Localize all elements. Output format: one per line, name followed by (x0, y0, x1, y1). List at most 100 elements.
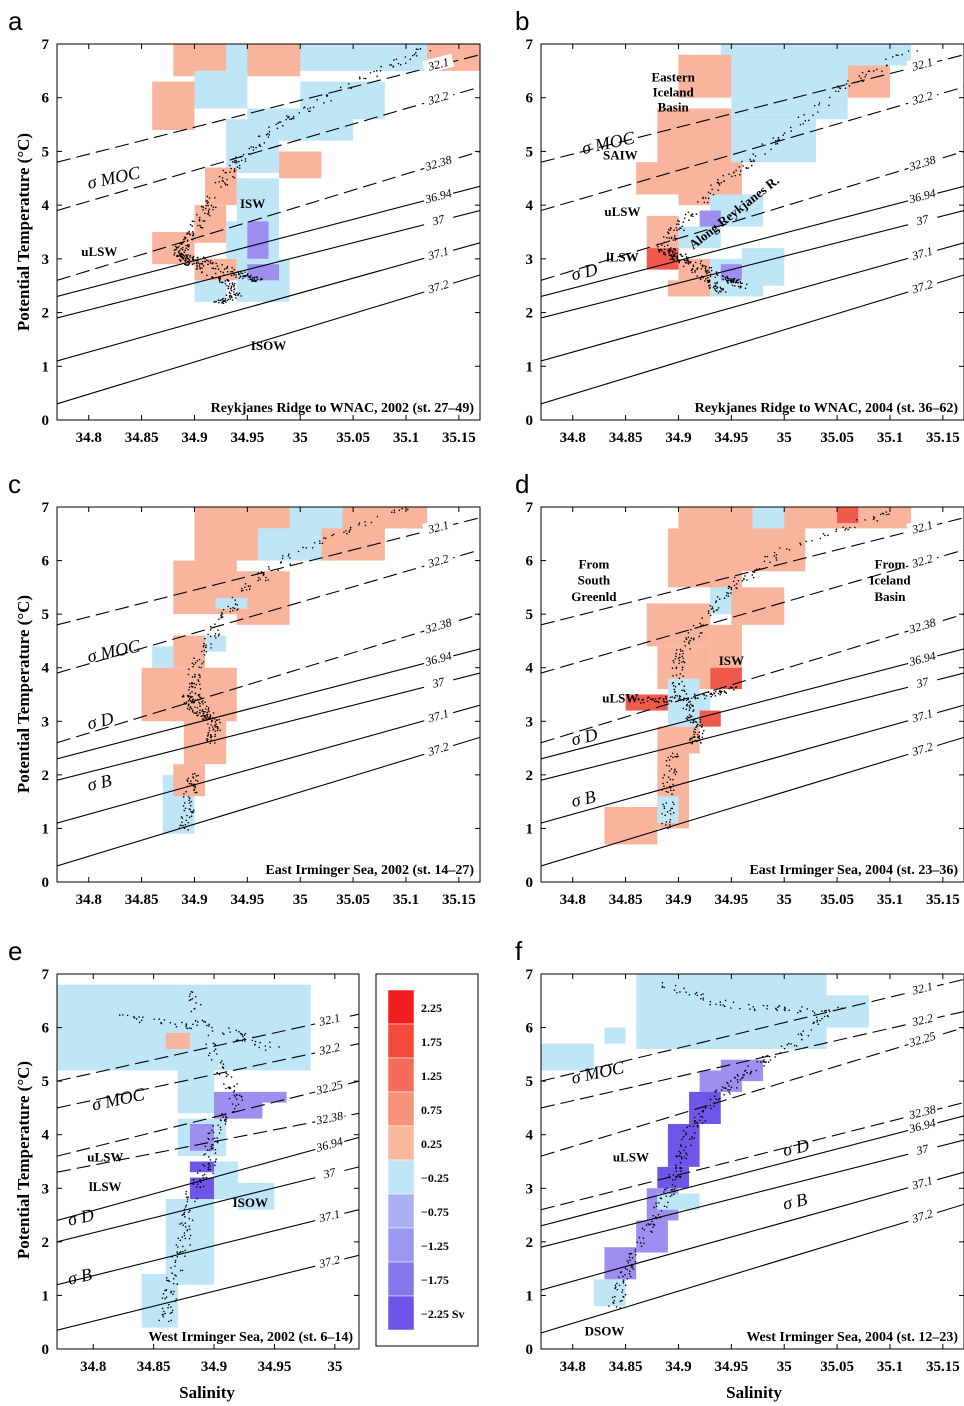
panel-f: 32.132.232.2532.3836.943737.137.20123456… (515, 936, 964, 1375)
ctd-point (194, 706, 196, 708)
ctd-point (227, 1086, 230, 1089)
ctd-point (193, 783, 195, 786)
ctd-point (685, 259, 688, 262)
ctd-point (208, 1165, 211, 1167)
ctd-point (182, 238, 185, 241)
panel-letter: a (8, 6, 23, 36)
ctd-point (722, 174, 725, 177)
ctd-point (747, 1003, 750, 1006)
ctd-point (662, 776, 664, 779)
ctd-point (690, 215, 692, 217)
water-mass-label: Greenld (571, 589, 617, 604)
ctd-point (676, 252, 678, 255)
contour-label-bg (906, 516, 939, 537)
ctd-point (721, 690, 723, 693)
ctd-point (733, 576, 736, 579)
ctd-point (670, 1189, 673, 1191)
ctd-point (224, 1115, 227, 1118)
ctd-point (364, 524, 367, 527)
ctd-point (235, 292, 238, 295)
ctd-point (214, 724, 216, 727)
contour-label-bg (906, 550, 939, 571)
ctd-point (816, 1021, 818, 1023)
ctd-point (673, 253, 676, 256)
ctd-point (220, 611, 223, 614)
ctd-point (729, 279, 731, 282)
ctd-point (232, 1091, 235, 1093)
isopycnal-line (541, 978, 964, 1082)
x-tick-label: 34.95 (714, 1359, 748, 1375)
ctd-point (728, 1084, 730, 1087)
ctd-point (292, 117, 295, 120)
ctd-point (711, 694, 714, 696)
ctd-point (211, 1030, 214, 1032)
ctd-point (744, 575, 746, 577)
ctd-point (182, 242, 184, 244)
ctd-point (837, 90, 840, 93)
ctd-point (221, 264, 224, 266)
ctd-point (184, 1237, 187, 1240)
y-tick-label: 1 (42, 359, 50, 375)
sigma-label: σ MOC (90, 1084, 147, 1115)
ctd-point (255, 280, 257, 283)
ctd-point (210, 720, 213, 723)
ctd-point (669, 789, 672, 792)
ctd-point (185, 1196, 188, 1199)
ctd-point (188, 816, 191, 819)
ctd-point (216, 727, 219, 730)
ctd-point (302, 546, 304, 549)
ctd-point (181, 1214, 184, 1216)
ctd-point (685, 708, 688, 711)
ctd-point (676, 991, 678, 994)
ctd-point (658, 1202, 660, 1204)
ctd-point (725, 279, 728, 282)
y-tick-label: 0 (42, 413, 50, 429)
ctd-point (343, 531, 345, 534)
ctd-point (691, 1137, 693, 1140)
ctd-point (692, 1125, 695, 1127)
ctd-point (629, 699, 631, 702)
ctd-point (218, 175, 221, 178)
ctd-point (191, 238, 194, 241)
ctd-point (215, 1140, 217, 1143)
ctd-point (191, 1219, 194, 1222)
sigma-label: σ B (66, 1264, 94, 1289)
heatmap-cell (699, 210, 721, 227)
isopycnal-line (57, 86, 480, 212)
ctd-point (239, 276, 242, 278)
ctd-point (713, 1095, 716, 1097)
ctd-point (225, 1118, 227, 1120)
ctd-point (687, 698, 689, 701)
ctd-point (278, 1046, 280, 1048)
ctd-point (686, 715, 689, 718)
ctd-point (813, 104, 816, 107)
y-tick-label: 4 (42, 1128, 50, 1144)
ctd-point (679, 1144, 682, 1146)
heatmap-cell (215, 598, 248, 609)
ctd-point (681, 255, 684, 258)
colorbar-label-0: 2.25 (421, 1001, 442, 1015)
ctd-point (675, 771, 678, 773)
ctd-point (203, 719, 206, 722)
panel-title: East Irminger Sea, 2004 (st. 23–36) (749, 863, 958, 878)
ctd-point (707, 612, 710, 614)
ctd-point (659, 1216, 662, 1219)
ctd-point (178, 254, 181, 257)
ctd-point (195, 1186, 198, 1188)
ctd-point (231, 596, 234, 599)
ctd-point (674, 685, 677, 688)
ctd-point (202, 661, 205, 663)
ctd-point (674, 773, 677, 776)
ctd-point (868, 70, 871, 73)
ctd-point (732, 171, 735, 174)
contour-label-bg (905, 152, 939, 174)
ctd-point (231, 283, 234, 286)
ctd-point (800, 1032, 802, 1035)
ctd-point (682, 699, 685, 702)
contour-label: 36.94 (423, 186, 454, 207)
x-tick-label: 34.8 (80, 1359, 106, 1375)
ctd-point (215, 637, 217, 639)
ctd-point (185, 1024, 188, 1026)
ctd-point (233, 169, 236, 172)
ctd-point (679, 1167, 681, 1169)
